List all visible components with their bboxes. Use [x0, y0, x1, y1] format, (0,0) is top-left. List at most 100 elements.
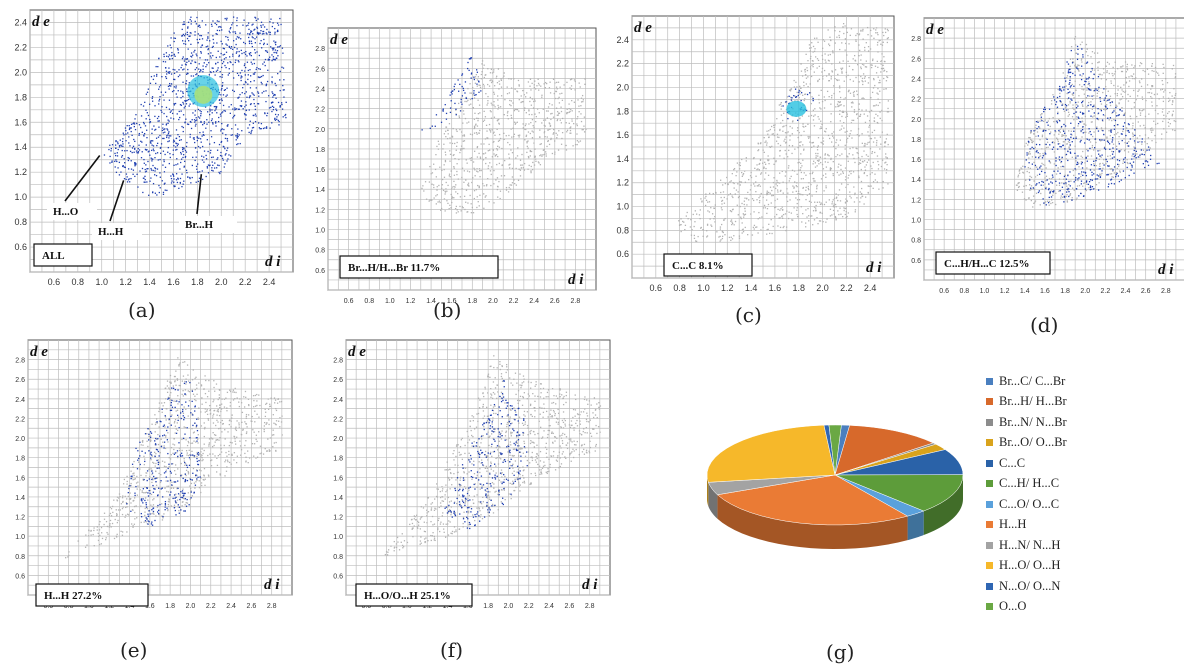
- cloud-point-blue: [236, 51, 238, 53]
- cloud-point-blue: [274, 119, 277, 121]
- cloud-point-gray: [864, 75, 866, 78]
- cloud-point-blue: [1026, 154, 1028, 156]
- cloud-point-gray: [853, 157, 855, 160]
- cloud-point-blue: [1144, 166, 1146, 169]
- cloud-point-gray: [858, 175, 860, 177]
- x-tick-label: 1.0: [95, 277, 108, 287]
- cloud-point-gray: [877, 76, 879, 78]
- cloud-point-gray: [776, 118, 778, 120]
- annotation-arrow: [196, 174, 203, 215]
- cloud-point-blue: [1050, 181, 1052, 183]
- cloud-point-gray: [1165, 77, 1167, 80]
- cloud-point-blue: [1060, 90, 1063, 92]
- cloud-point-gray: [1113, 172, 1115, 174]
- cloud-point-gray: [1093, 52, 1096, 54]
- cloud-point-blue: [140, 157, 143, 159]
- cloud-point-blue: [162, 60, 165, 63]
- cloud-point-blue: [224, 154, 226, 156]
- cloud-point-gray: [756, 185, 758, 187]
- cloud-point-gray: [1155, 141, 1157, 144]
- cloud-point-blue: [195, 73, 197, 76]
- cloud-point-gray: [869, 137, 872, 140]
- cloud-point-gray: [556, 114, 558, 116]
- cloud-point-blue: [214, 109, 216, 112]
- cloud-point-gray: [1138, 108, 1141, 111]
- cloud-point-gray: [839, 91, 841, 93]
- cloud-point-gray: [518, 168, 520, 170]
- cloud-point-gray: [857, 117, 859, 119]
- cloud-point-gray: [477, 113, 480, 115]
- cloud-point-gray: [864, 196, 867, 198]
- cloud-point-gray: [820, 108, 822, 110]
- cloud-point-blue: [190, 56, 193, 58]
- cloud-point-blue: [210, 52, 212, 54]
- cloud-point-blue: [240, 75, 242, 77]
- cloud-point-blue: [220, 151, 222, 154]
- cloud-point-blue: [232, 16, 235, 18]
- cloud-point-blue: [172, 149, 175, 151]
- cloud-point-gray: [1151, 127, 1153, 129]
- cloud-point-gray: [1063, 166, 1065, 168]
- cloud-point-gray: [506, 93, 509, 95]
- cloud-point-blue: [1115, 174, 1117, 176]
- cloud-point-gray: [542, 149, 545, 151]
- cloud-point-gray: [1061, 182, 1063, 184]
- cloud-point-gray: [767, 133, 769, 135]
- cloud-point-blue: [189, 133, 191, 136]
- cloud-point-blue: [111, 160, 113, 162]
- cloud-point-gray: [785, 153, 787, 155]
- cloud-point-gray: [864, 169, 867, 171]
- cloud-point-blue: [184, 149, 187, 152]
- cloud-point-blue: [110, 147, 112, 150]
- cloud-point-gray: [455, 212, 458, 214]
- cloud-point-blue: [476, 71, 479, 73]
- cloud-point-gray: [1018, 172, 1021, 174]
- cloud-point-gray: [1032, 206, 1034, 208]
- cloud-point-gray: [535, 115, 537, 118]
- cloud-point-gray: [445, 154, 447, 156]
- cloud-point-gray: [687, 218, 689, 220]
- cloud-point-gray: [886, 157, 888, 159]
- cloud-point-gray: [885, 88, 887, 90]
- cloud-point-blue: [272, 101, 274, 103]
- cloud-point-gray: [831, 70, 833, 72]
- cloud-point-gray: [825, 221, 827, 223]
- cloud-point-gray: [514, 182, 516, 185]
- cloud-point-blue: [177, 52, 180, 54]
- cloud-point-gray: [1081, 156, 1084, 159]
- cloud-point-gray: [777, 225, 779, 227]
- cloud-point-blue: [251, 127, 254, 129]
- cloud-point-gray: [1093, 94, 1095, 97]
- cloud-point-gray: [530, 89, 532, 91]
- cloud-point-gray: [744, 207, 746, 210]
- cloud-point-blue: [251, 129, 253, 132]
- cloud-point-gray: [877, 66, 879, 69]
- cloud-point-gray: [1055, 203, 1057, 206]
- cloud-point-gray: [736, 162, 739, 164]
- cloud-point-blue: [162, 137, 164, 140]
- cloud-point-blue: [135, 114, 137, 116]
- cloud-point-gray: [848, 153, 850, 155]
- cloud-point-blue: [1080, 183, 1083, 185]
- cloud-point-blue: [212, 38, 214, 41]
- cloud-point-gray: [1086, 183, 1088, 185]
- cloud-point-blue: [1044, 106, 1046, 109]
- cloud-point-gray: [808, 182, 810, 184]
- cloud-point-gray: [792, 219, 794, 221]
- cloud-point-gray: [1113, 134, 1116, 136]
- cloud-point-gray: [1074, 71, 1076, 73]
- cloud-point-gray: [721, 230, 724, 232]
- cloud-point-gray: [807, 76, 809, 78]
- cloud-point-gray: [1064, 154, 1067, 156]
- cloud-point-gray: [491, 72, 494, 74]
- cloud-point-gray: [1121, 70, 1124, 73]
- cloud-point-gray: [1161, 111, 1164, 113]
- cloud-point-gray: [876, 181, 879, 183]
- cloud-point-blue: [173, 32, 175, 34]
- cloud-point-blue: [1074, 152, 1076, 155]
- cloud-point-blue: [212, 122, 214, 124]
- cloud-point-blue: [449, 111, 452, 114]
- cloud-point-gray: [538, 162, 540, 164]
- cloud-point-gray: [547, 140, 549, 143]
- cloud-point-gray: [784, 175, 786, 177]
